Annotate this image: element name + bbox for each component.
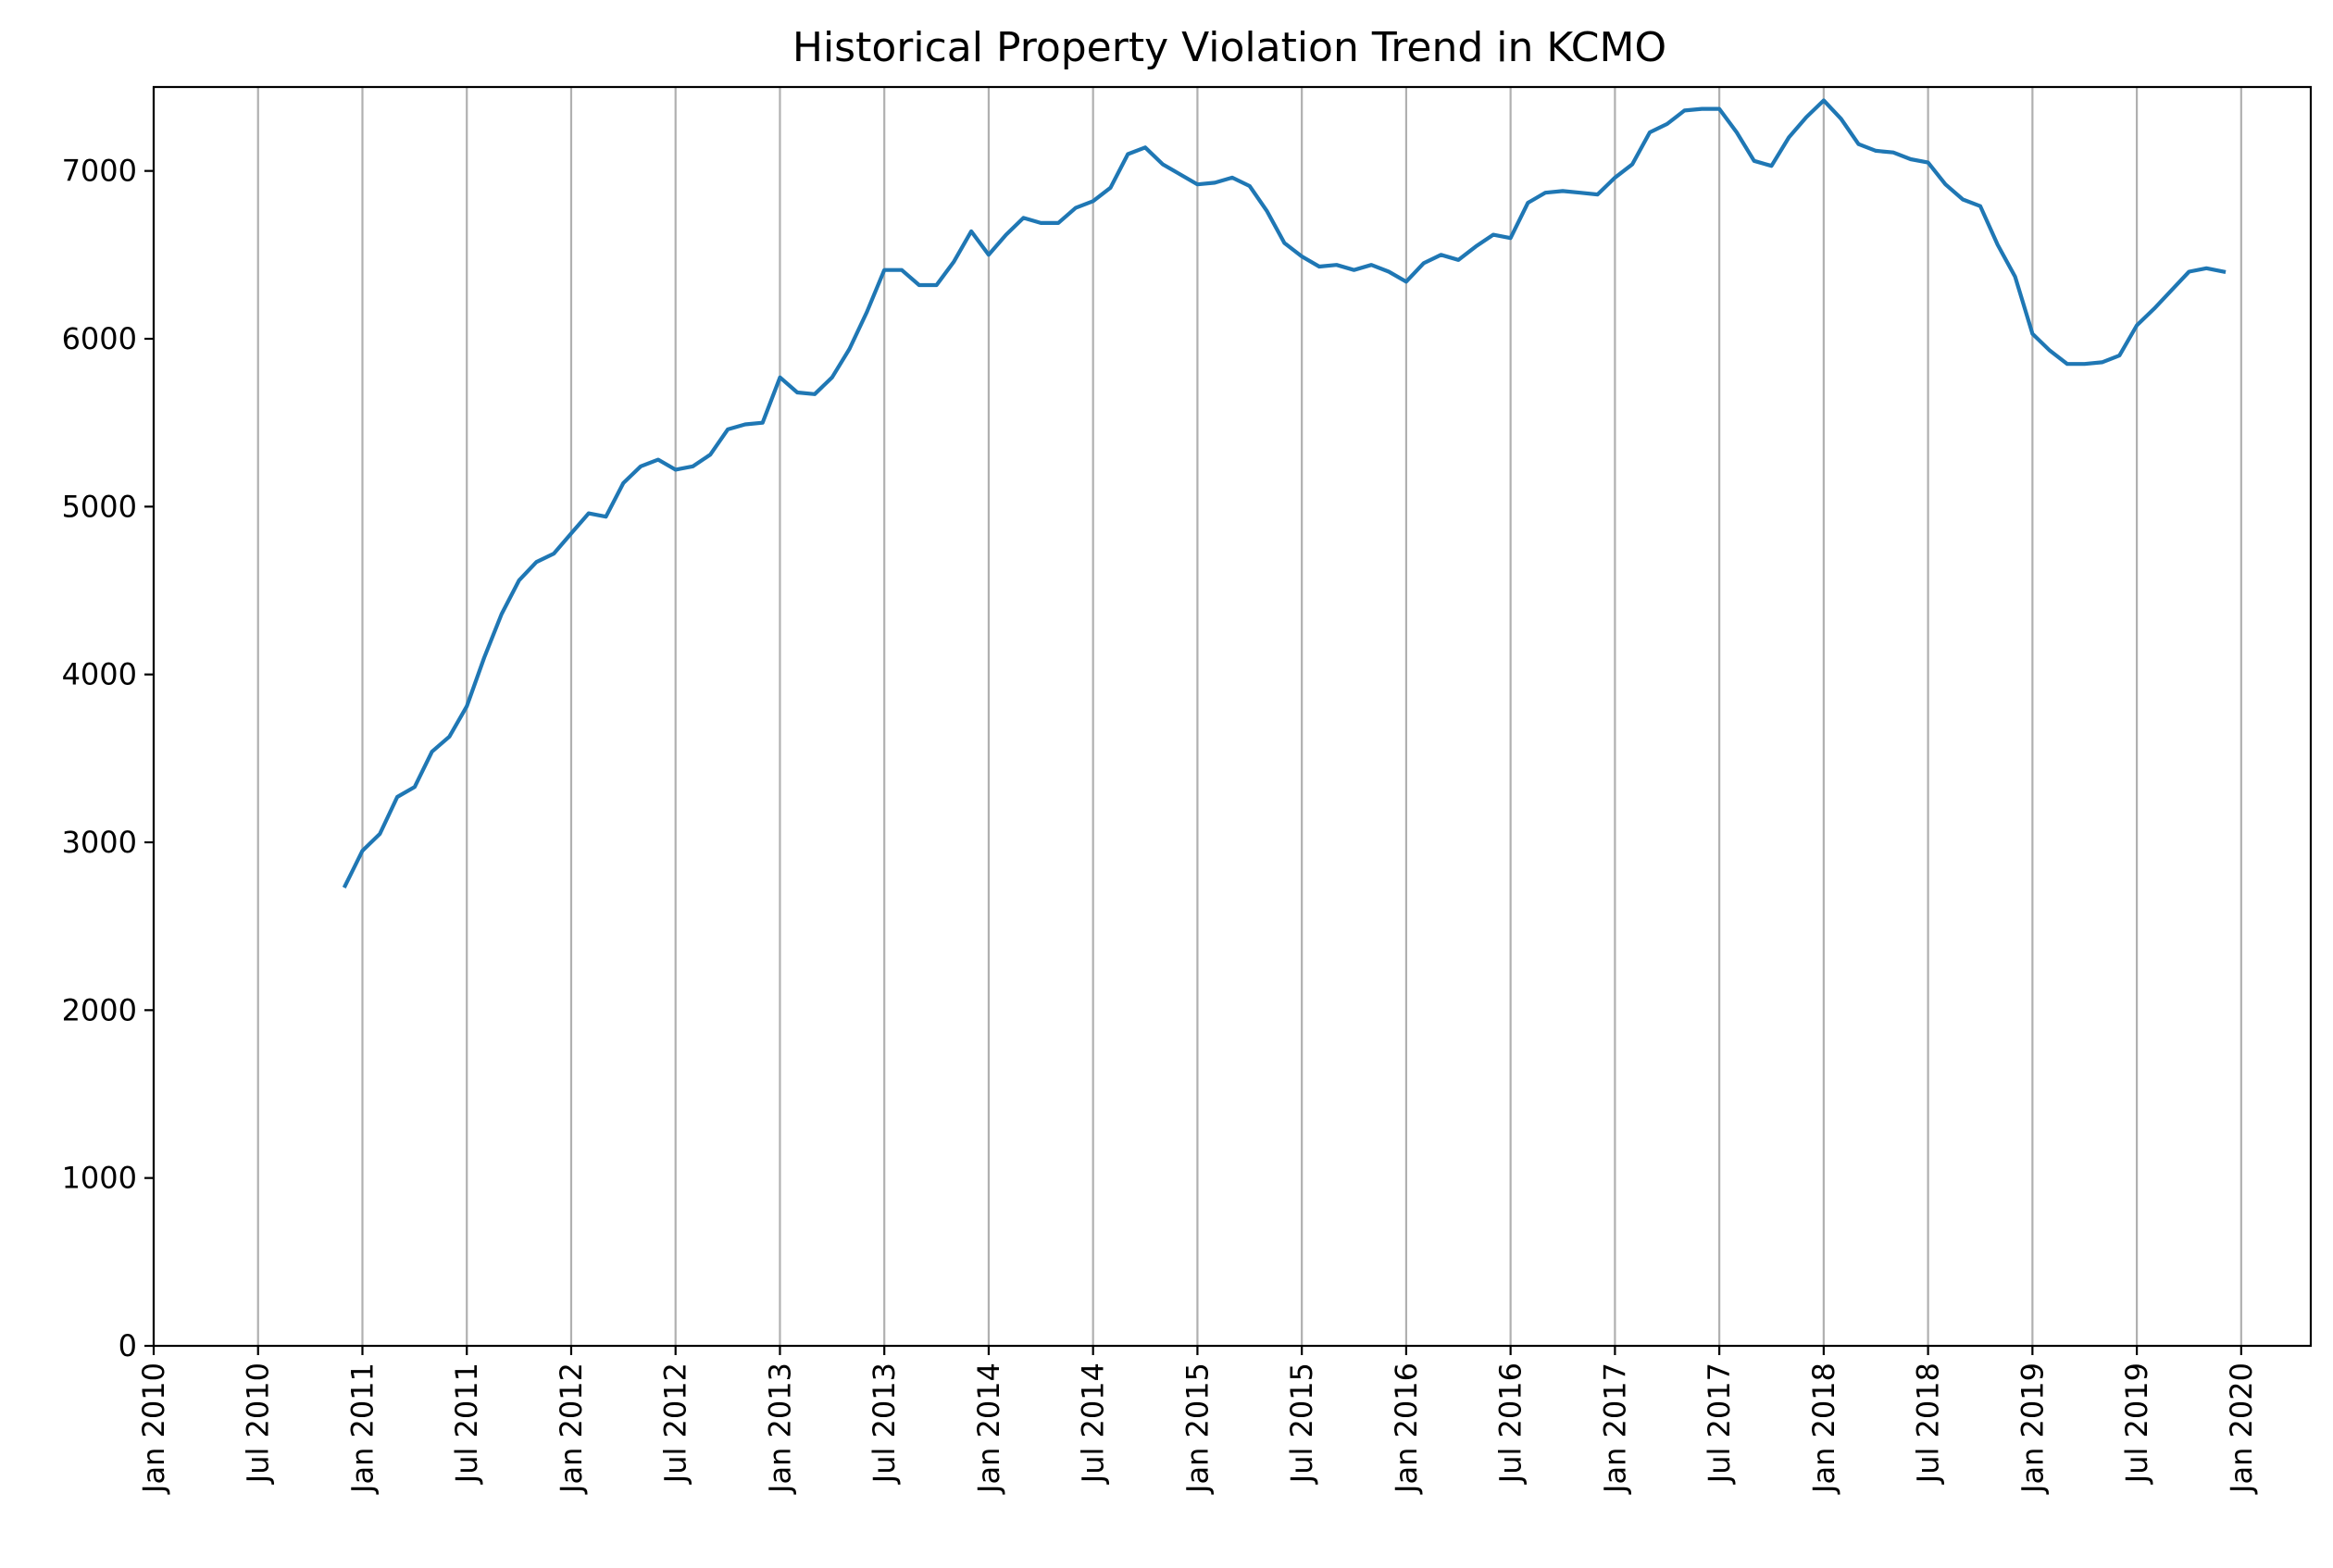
x-tick-label: Jan 2012 <box>554 1363 589 1495</box>
y-tick-label: 7000 <box>62 154 137 189</box>
y-tick-label: 6000 <box>62 321 137 356</box>
x-tick-label: Jan 2013 <box>762 1363 797 1495</box>
y-tick-label: 2000 <box>62 992 137 1027</box>
x-tick-label: Jul 2015 <box>1284 1363 1319 1485</box>
x-tick-label: Jan 2010 <box>136 1363 171 1495</box>
x-tick-label: Jul 2016 <box>1493 1363 1528 1485</box>
chart-title: Historical Property Violation Trend in K… <box>792 24 1666 71</box>
y-axis: 0 1000 2000 3000 4000 5000 6000 7000 <box>62 154 154 1363</box>
x-tick-label: Jul 2017 <box>1702 1363 1737 1485</box>
x-tick-label: Jan 2014 <box>971 1363 1006 1495</box>
x-tick-label: Jan 2015 <box>1179 1363 1215 1495</box>
x-tick-label: Jan 2018 <box>1806 1363 1841 1495</box>
x-tick-label: Jan 2017 <box>1597 1363 1632 1495</box>
x-tick-label: Jul 2011 <box>449 1363 484 1485</box>
x-tick-label: Jul 2012 <box>658 1363 693 1485</box>
y-tick-label: 3000 <box>62 825 137 860</box>
x-tick-label: Jul 2014 <box>1076 1363 1111 1485</box>
series-line <box>342 98 2227 889</box>
gridlines <box>152 87 2242 1346</box>
x-tick-label: Jul 2018 <box>1911 1363 1946 1485</box>
x-tick-label: Jul 2019 <box>2119 1363 2154 1485</box>
x-axis: Jan 2010 Jul 2010 Jan 2011 Jul 2011 Jan 2012… <box>136 1346 2259 1495</box>
y-tick-label: 5000 <box>62 489 137 524</box>
plot-area-frame <box>152 85 2313 1348</box>
y-tick-label: 0 <box>119 1328 137 1363</box>
x-tick-label: Jan 2011 <box>344 1363 380 1495</box>
y-tick-label: 1000 <box>62 1161 137 1196</box>
x-tick-label: Jan 2016 <box>1389 1363 1424 1495</box>
x-tick-label: Jul 2013 <box>867 1363 902 1485</box>
series-layer <box>342 98 2227 889</box>
y-tick-label: 4000 <box>62 657 137 692</box>
x-tick-label: Jul 2010 <box>241 1363 276 1485</box>
x-tick-label: Jan 2019 <box>2015 1363 2050 1495</box>
x-tick-label: Jan 2020 <box>2224 1363 2259 1495</box>
